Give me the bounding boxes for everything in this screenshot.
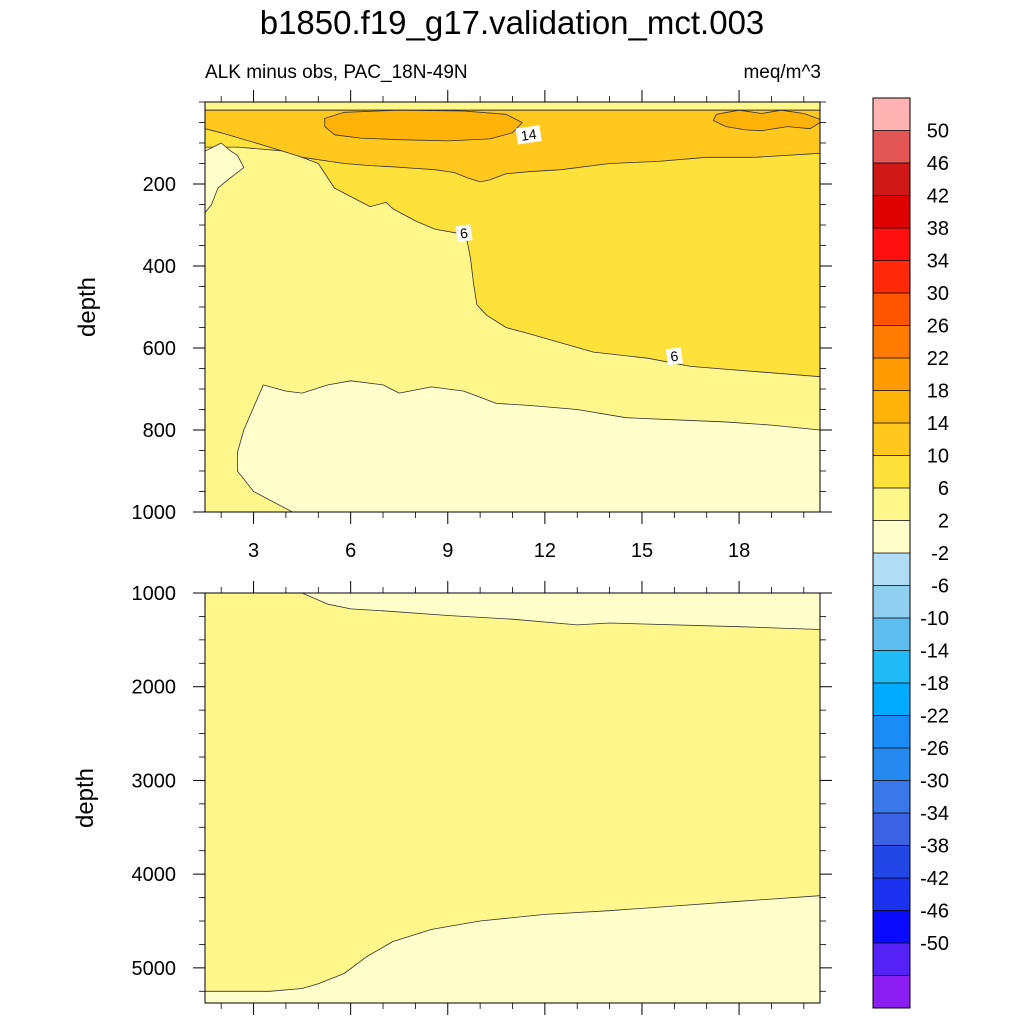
colorbar-swatch: [873, 488, 910, 521]
colorbar-label: 22: [927, 348, 949, 370]
colorbar-label: -42: [920, 868, 949, 890]
upper-contour-label-box: [515, 125, 542, 145]
colorbar-label: -18: [920, 673, 949, 695]
upper-xtick-label: 9: [442, 540, 453, 562]
colorbar-swatch: [873, 228, 910, 261]
colorbar-label: 6: [938, 478, 949, 500]
colorbar-swatch: [873, 98, 910, 131]
colorbar-label: -10: [920, 608, 949, 630]
colorbar-label: 18: [927, 381, 949, 403]
lower-ytick-label: 1000: [132, 583, 177, 605]
lower-ytick-label: 5000: [132, 958, 177, 980]
upper-xtick-label: 15: [631, 540, 653, 562]
upper-contour-label-box: [665, 347, 683, 366]
upper-ytick-label: 600: [143, 338, 176, 360]
colorbar-label: -50: [920, 933, 949, 955]
colorbar-label: -30: [920, 771, 949, 793]
colorbar-swatch: [873, 325, 910, 359]
colorbar-swatch: [873, 780, 910, 814]
colorbar-label: 26: [927, 316, 949, 338]
lower-panel-fill: [205, 593, 820, 1003]
lower-ytick-label: 3000: [132, 770, 177, 792]
upper-contour-region: [712, 109, 820, 132]
colorbar-swatch: [873, 683, 910, 716]
colorbar-swatch: [873, 943, 910, 976]
colorbar-label: -26: [920, 738, 949, 760]
colorbar-swatch: [873, 260, 910, 294]
upper-xtick-label: 3: [248, 540, 259, 562]
colorbar-swatch: [873, 715, 910, 749]
lower-ytick-label: 2000: [132, 677, 177, 699]
colorbar-label: 50: [927, 121, 949, 143]
colorbar-swatch: [873, 163, 910, 196]
colorbar-frame: [872, 97, 911, 1009]
upper-contour-label: 6: [459, 225, 469, 242]
colorbar-swatch: [873, 520, 910, 554]
colorbar-swatch: [873, 878, 910, 911]
units-label: meq/m^3: [743, 62, 821, 83]
colorbar-swatch: [873, 358, 910, 391]
colorbar-swatch: [873, 813, 910, 846]
colorbar-swatch: [873, 618, 910, 651]
left-subtitle: ALK minus obs, PAC_18N-49N: [205, 62, 468, 83]
colorbar-label: -6: [931, 576, 949, 598]
colorbar-label: -46: [920, 901, 949, 923]
upper-ytick-label: 200: [143, 174, 176, 196]
lower-contour-region: [301, 593, 820, 630]
colorbar-swatch: [873, 423, 910, 456]
colorbar-swatch: [873, 293, 910, 326]
colorbar-label: -38: [920, 836, 949, 858]
colorbar-label: -34: [920, 803, 949, 825]
upper-contour-label: 14: [520, 126, 538, 144]
colorbar-swatch: [873, 748, 910, 781]
colorbar-swatch: [873, 130, 910, 164]
colorbar-label: -14: [920, 641, 949, 663]
upper-panel-fill: [205, 102, 820, 512]
upper-y-axis-label: depth: [74, 277, 101, 337]
figure-title: b1850.f19_g17.validation_mct.003: [259, 4, 765, 41]
lower-contour-region: [205, 593, 820, 1003]
colorbar-swatch: [873, 975, 910, 1009]
upper-contour-region: [205, 109, 820, 378]
colorbar-label: 30: [927, 283, 949, 305]
colorbar-label: 2: [938, 511, 949, 533]
colorbar-label: 46: [927, 153, 949, 175]
colorbar-swatch: [873, 910, 910, 944]
upper-xtick-label: 12: [534, 540, 556, 562]
colorbar-label: 42: [927, 186, 949, 208]
upper-contour-label-box: [455, 224, 473, 243]
colorbar-label: 38: [927, 218, 949, 240]
colorbar-swatch: [873, 845, 910, 879]
colorbar-label: 14: [927, 413, 949, 435]
upper-contour-region: [324, 109, 523, 142]
colorbar-label: 34: [927, 251, 949, 273]
colorbar-swatch: [873, 650, 910, 684]
upper-xtick-label: 18: [728, 540, 750, 562]
upper-ytick-label: 800: [143, 420, 176, 442]
lower-y-axis-label: depth: [72, 768, 99, 828]
upper-xtick-label: 6: [345, 540, 356, 562]
upper-ytick-label: 400: [143, 256, 176, 278]
upper-contour-label: 6: [669, 348, 679, 365]
colorbar-label: -2: [931, 543, 949, 565]
upper-ytick-label: 1000: [132, 502, 177, 524]
colorbar-label: 10: [927, 446, 949, 468]
lower-ytick-label: 4000: [132, 864, 177, 886]
upper-contour-region: [236, 380, 820, 512]
colorbar-swatch: [873, 553, 910, 586]
colorbar-swatch: [873, 455, 910, 489]
colorbar-swatch: [873, 195, 910, 229]
lower-contour-region: [205, 895, 820, 1003]
colorbar-label: -22: [920, 706, 949, 728]
colorbar-swatch: [873, 585, 910, 619]
upper-contour-region: [205, 142, 245, 214]
colorbar-swatch: [873, 390, 910, 424]
